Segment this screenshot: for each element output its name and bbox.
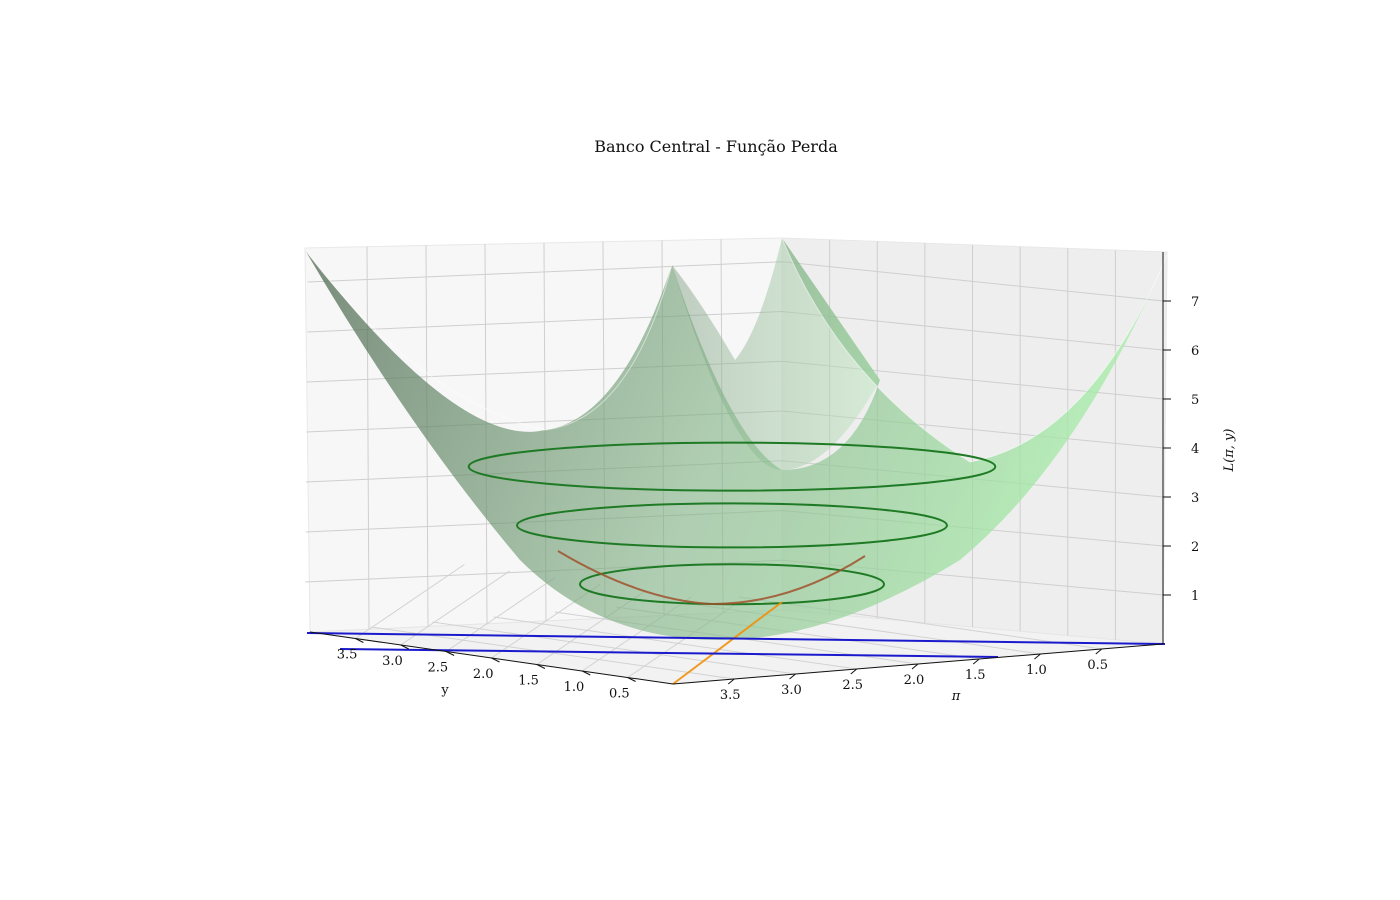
z-tick-label-4: 5 [1191,393,1199,408]
z-tick-label-1: 2 [1191,540,1199,555]
floor-grid-pi-4 [493,616,857,670]
pi-tick-label-1: 1.0 [1026,663,1047,678]
axes: 0.5 1.0 1.5 2.0 2.5 3.0 3.5 0.5 1.0 1.5 2.0 2.5 3.0 3… [309,252,1237,704]
y-tick-label-3: 2.0 [473,667,494,682]
floor-line-blue-1 [306,632,1166,645]
surface-edge-left [304,249,673,431]
z-axis-label: L(π, y) [1222,429,1237,473]
y-tick-label-4: 2.5 [427,661,448,676]
y-tick-label-6: 3.5 [337,648,358,663]
floor-grid-y-5 [400,570,511,646]
pi-tick-label-2: 1.5 [965,668,986,683]
contour-lines [467,441,997,606]
pi-tick-3 [911,663,919,670]
y-tick-label-1: 1.0 [564,680,585,695]
floor-grid-pi-5 [432,621,796,675]
pi-tick-label-0: 0.5 [1087,658,1108,673]
y-axis-line [309,631,674,685]
pi-axis-label: π [951,689,961,704]
z-tick-label-3: 4 [1191,442,1199,457]
loss-surface [304,237,1168,640]
contour-level-2 [467,441,997,492]
surface-front [305,238,1167,640]
y-tick-label-0: 0.5 [609,687,630,702]
z-tick-label-2: 3 [1191,491,1199,506]
floor-line-blue-2 [339,648,999,658]
wall-grid-y-6 [366,246,370,630]
pi-tick-4 [850,668,858,675]
floor-grid-pi-6 [371,626,735,680]
z-tick-label-6: 7 [1191,295,1199,310]
floor-grid-y-4 [445,577,556,652]
floor-grid-y-6 [355,564,465,639]
pi-tick-5 [789,673,796,680]
pi-axis-line [672,643,1164,685]
y-tick-label-2: 1.5 [518,674,539,689]
pi-tick-2 [972,658,980,665]
surface-back-ridge [672,238,880,470]
pi-tick-label-3: 2.0 [904,673,925,688]
pi-tick-label-4: 2.5 [842,678,863,693]
pi-tick-label-6: 3.5 [720,688,741,703]
z-tick-label-5: 6 [1191,344,1199,359]
pi-tick-6 [727,678,735,685]
surface-back [672,238,880,470]
floor-line-orange [672,601,783,685]
pi-tick-label-5: 3.0 [781,683,802,698]
surface-edge-right [781,237,1168,463]
pi-tick-1 [1034,653,1041,660]
curves [306,550,1166,685]
y-tick-label-5: 3.0 [382,654,403,669]
section-curve [557,550,866,606]
chart-title: Banco Central - Função Perda [594,137,838,156]
pi-tick-0 [1095,648,1103,655]
z-tick-label-0: 1 [1191,589,1199,604]
contour-level-1 [516,502,948,549]
y-axis-label: y [440,683,449,698]
